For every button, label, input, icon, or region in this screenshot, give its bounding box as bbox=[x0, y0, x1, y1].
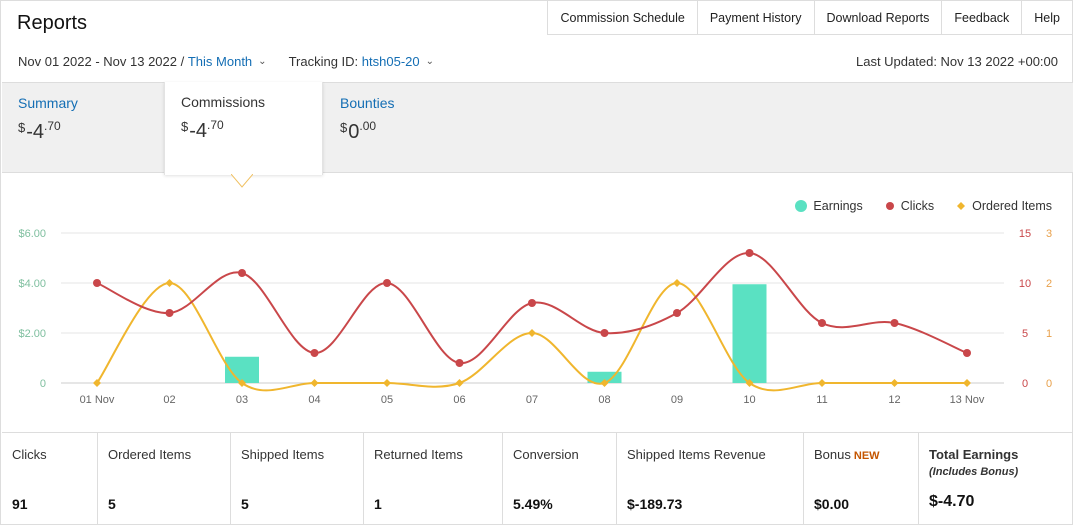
stats-bar: Clicks 91 Ordered Items 5 Shipped Items … bbox=[2, 432, 1073, 525]
ordered-items-point bbox=[890, 379, 899, 387]
y-tick-label-right2: 2 bbox=[1046, 278, 1052, 290]
stat-returned-items: Returned Items 1 bbox=[364, 433, 503, 525]
x-tick-label: 07 bbox=[526, 394, 538, 406]
y-tick-label-left: $2.00 bbox=[18, 328, 46, 340]
y-tick-label-right: 5 bbox=[1022, 328, 1028, 340]
ordered-items-point bbox=[673, 279, 681, 287]
x-tick-label: 09 bbox=[671, 394, 683, 406]
y-tick-label-right2: 1 bbox=[1046, 328, 1052, 340]
x-tick-label: 02 bbox=[163, 394, 175, 406]
ordered-items-point bbox=[165, 279, 174, 287]
new-badge: NEW bbox=[853, 450, 880, 462]
tracking-label: Tracking ID: bbox=[288, 54, 359, 69]
tab-label: Bounties bbox=[340, 95, 395, 111]
report-tabs: Summary $-4.70 Commissions $-4.70 Bounti… bbox=[2, 82, 1073, 175]
y-tick-label-right2: 3 bbox=[1046, 228, 1052, 240]
last-updated: Last Updated: Nov 13 2022 +00:00 bbox=[855, 54, 1058, 69]
y-tick-label-left: 0 bbox=[40, 378, 46, 390]
x-tick-label: 11 bbox=[816, 394, 827, 406]
page-title: Reports bbox=[17, 12, 88, 34]
clicks-point bbox=[383, 279, 391, 287]
stat-ordered-items: Ordered Items 5 bbox=[98, 433, 231, 525]
stat-bonus: Bonus NEW $0.00 bbox=[804, 433, 919, 525]
y-tick-label-right: 15 bbox=[1019, 228, 1031, 240]
stat-clicks: Clicks 91 bbox=[2, 433, 98, 525]
chevron-down-icon[interactable]: ⌄ bbox=[258, 56, 267, 67]
tab-commissions[interactable]: Commissions $-4.70 bbox=[164, 82, 323, 175]
clicks-point bbox=[165, 309, 174, 317]
clicks-point bbox=[890, 319, 899, 327]
commission-schedule-button[interactable]: Commission Schedule bbox=[548, 1, 698, 35]
date-range-text: Nov 01 2022 - Nov 13 2022 / bbox=[18, 54, 185, 69]
circle-icon bbox=[885, 202, 894, 210]
payment-history-button[interactable]: Payment History bbox=[698, 1, 815, 35]
bar-earnings bbox=[732, 284, 767, 383]
x-tick-label: 08 bbox=[598, 394, 610, 406]
help-button[interactable]: Help bbox=[1034, 11, 1060, 25]
feedback-button[interactable]: Feedback bbox=[942, 1, 1023, 35]
x-tick-label: 06 bbox=[453, 394, 465, 406]
x-tick-label: 04 bbox=[308, 394, 320, 406]
y-tick-label-right: 0 bbox=[1022, 378, 1028, 390]
active-tab-pointer bbox=[231, 174, 253, 188]
ordered-items-point bbox=[600, 379, 609, 387]
ordered-items-point bbox=[745, 379, 754, 387]
clicks-point bbox=[238, 269, 246, 277]
ordered-items-point bbox=[528, 329, 536, 337]
ordered-items-point bbox=[238, 379, 246, 387]
clicks-point bbox=[528, 299, 536, 307]
x-tick-label: 13 Nov bbox=[950, 394, 985, 406]
filter-row: Nov 01 2022 - Nov 13 2022 / This Month ⌄… bbox=[18, 54, 456, 69]
clicks-point bbox=[310, 349, 319, 357]
tab-summary[interactable]: Summary $-4.70 bbox=[2, 83, 164, 173]
clicks-point bbox=[818, 319, 826, 327]
download-reports-button[interactable]: Download Reports bbox=[815, 1, 943, 35]
stat-total-earnings: Total Earnings (Includes Bonus) $-4.70 bbox=[929, 447, 1019, 510]
x-tick-label: 10 bbox=[743, 394, 755, 406]
x-tick-label: 03 bbox=[236, 394, 248, 406]
tab-bounties[interactable]: Bounties $0.00 bbox=[324, 83, 484, 173]
ordered-items-point bbox=[818, 379, 826, 387]
clicks-point bbox=[963, 349, 971, 357]
clicks-line bbox=[96, 251, 968, 365]
clicks-point bbox=[93, 279, 101, 287]
legend-item-clicks[interactable]: Clicks bbox=[885, 199, 934, 213]
legend-item-earnings[interactable]: Earnings bbox=[795, 199, 863, 213]
y-tick-label-left: $6.00 bbox=[18, 228, 46, 240]
tab-label: Summary bbox=[18, 95, 78, 111]
tab-value: $-4.70 bbox=[181, 118, 224, 142]
ordered-items-point bbox=[383, 379, 391, 387]
y-tick-label-right2: 0 bbox=[1046, 378, 1052, 390]
circle-icon bbox=[795, 200, 808, 212]
tab-value: $0.00 bbox=[340, 119, 377, 143]
tab-value: $-4.70 bbox=[18, 119, 61, 143]
ordered-items-point bbox=[455, 379, 464, 387]
stat-shipped-items-revenue: Shipped Items Revenue $-189.73 bbox=[617, 433, 804, 525]
ordered-items-point bbox=[93, 379, 101, 387]
stat-shipped-items: Shipped Items 5 bbox=[231, 433, 364, 525]
clicks-point bbox=[745, 249, 754, 257]
y-tick-label-left: $4.00 bbox=[18, 278, 46, 290]
x-tick-label: 12 bbox=[888, 394, 900, 406]
legend-item-ordered-items[interactable]: Ordered Items bbox=[956, 199, 1052, 213]
clicks-point bbox=[600, 329, 609, 337]
chevron-down-icon[interactable]: ⌄ bbox=[425, 56, 434, 67]
x-tick-label: 05 bbox=[381, 394, 393, 406]
top-nav: Commission Schedule Payment History Down… bbox=[547, 1, 1072, 35]
earnings-chart: 0 0 0 $2.00 5 1 $4.00 10 2 $6.00 15 3 01 Nov 02 03 04 05… bbox=[18, 228, 1052, 406]
stat-conversion: Conversion 5.49% bbox=[503, 433, 617, 525]
x-tick-label: 01 Nov bbox=[80, 394, 115, 406]
clicks-point bbox=[455, 359, 464, 367]
ordered-items-point bbox=[310, 379, 319, 387]
ordered-items-point bbox=[963, 379, 971, 387]
bar-earnings bbox=[587, 371, 622, 383]
tracking-id-dropdown[interactable]: htsh05-20 bbox=[361, 54, 420, 69]
clicks-point bbox=[673, 309, 681, 317]
chart-legend: Earnings Clicks Ordered Items bbox=[773, 199, 1052, 213]
tab-label: Commissions bbox=[181, 94, 266, 110]
diamond-icon bbox=[957, 202, 966, 210]
period-dropdown[interactable]: This Month bbox=[187, 54, 253, 69]
y-tick-label-right: 10 bbox=[1019, 278, 1031, 290]
